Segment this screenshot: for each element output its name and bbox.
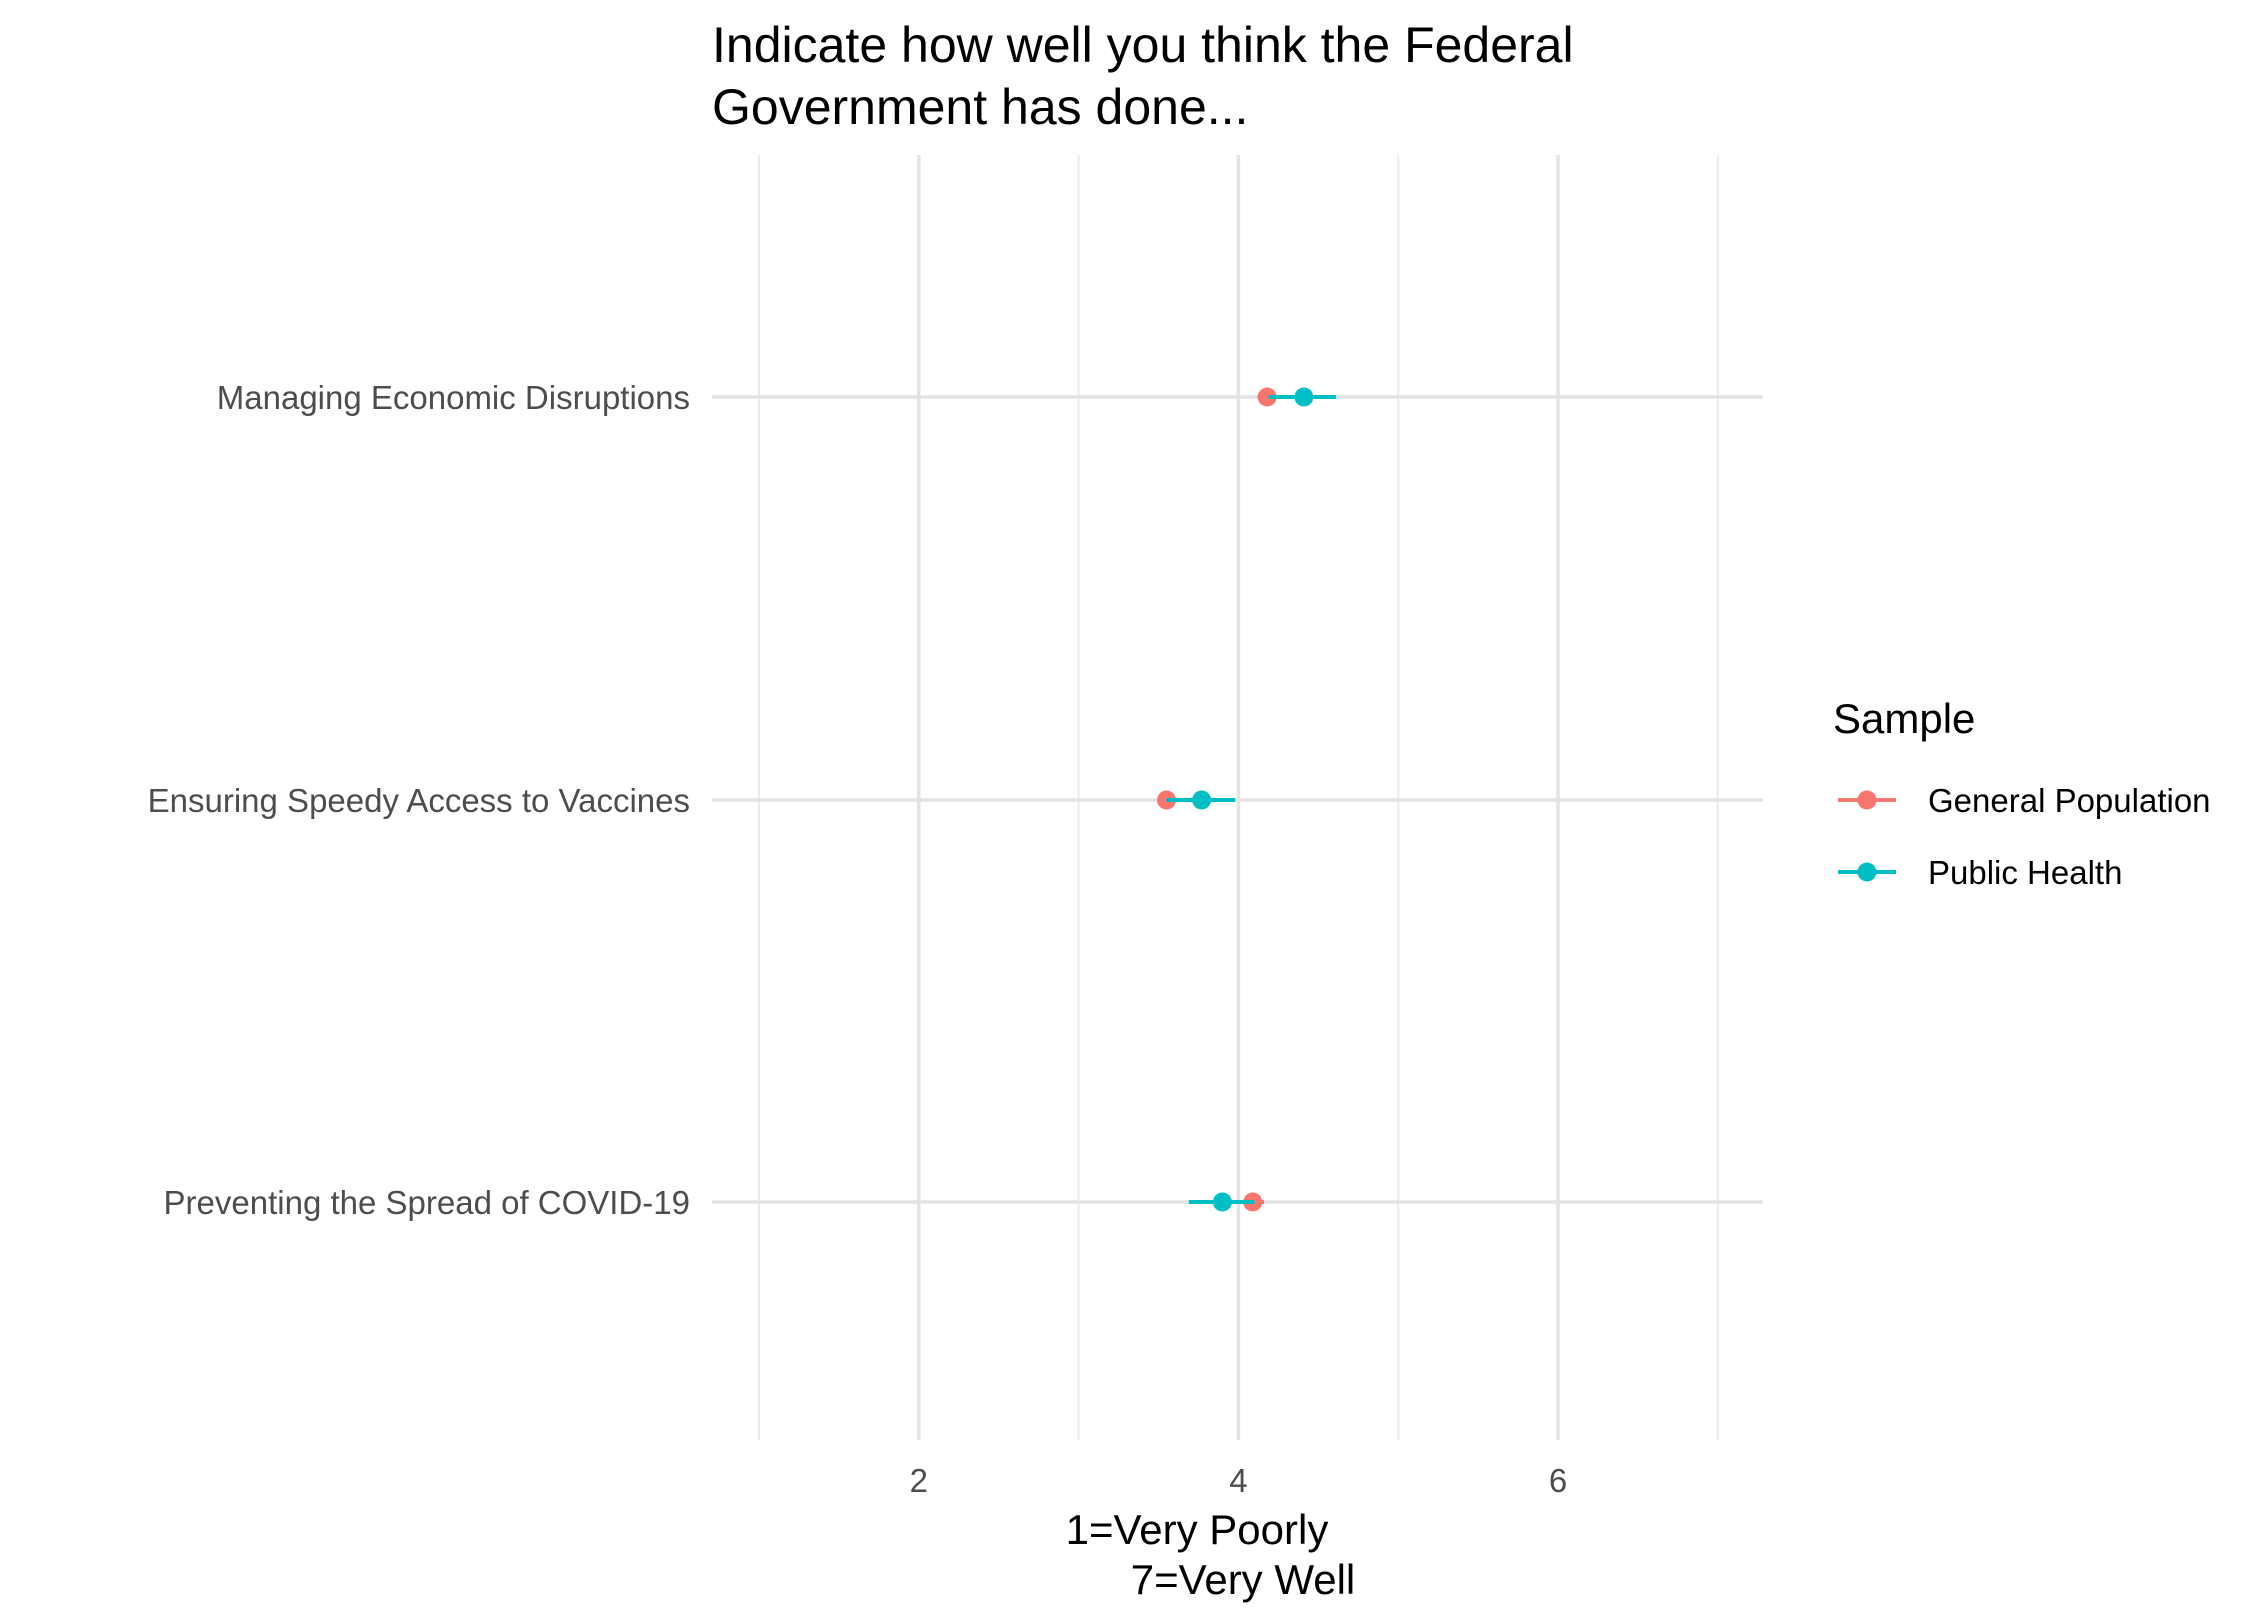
chart-title: Indicate how well you think the Federal …	[712, 17, 1574, 135]
x-axis-label-line-1: 1=Very Poorly	[1066, 1506, 1329, 1553]
legend: Sample General Population Public Health	[1833, 695, 2211, 891]
data-point	[1212, 1192, 1232, 1212]
chart-title-line-1: Indicate how well you think the Federal	[712, 17, 1574, 73]
x-axis-label: 1=Very Poorly 7=Very Well	[1066, 1506, 1356, 1603]
y-tick-label-2: Preventing the Spread of COVID-19	[164, 1184, 690, 1221]
x-tick-label-2: 6	[1549, 1462, 1567, 1499]
data-point	[1192, 790, 1212, 810]
y-axis-tick-labels: Managing Economic Disruptions Ensuring Sp…	[148, 379, 690, 1221]
legend-item-general-population: General Population	[1838, 782, 2211, 819]
data-point	[1257, 387, 1277, 407]
data-point	[1294, 387, 1314, 407]
legend-title: Sample	[1833, 695, 1975, 742]
chart-title-line-2: Government has done...	[712, 79, 1248, 135]
y-tick-label-1: Ensuring Speedy Access to Vaccines	[148, 782, 690, 819]
legend-key-point	[1857, 862, 1877, 882]
series-public-health	[1166, 387, 1336, 1212]
x-tick-label-0: 2	[910, 1462, 928, 1499]
x-axis-label-line-2: 7=Very Well	[1131, 1556, 1356, 1603]
legend-key-point	[1857, 790, 1877, 810]
gridlines	[712, 155, 1763, 1440]
plot-marks	[1156, 387, 1336, 1212]
legend-label: General Population	[1928, 782, 2211, 819]
legend-item-public-health: Public Health	[1838, 854, 2122, 891]
x-axis-tick-labels: 2 4 6	[910, 1462, 1568, 1499]
x-tick-label-1: 4	[1229, 1462, 1247, 1499]
y-tick-label-0: Managing Economic Disruptions	[217, 379, 690, 416]
legend-label: Public Health	[1928, 854, 2122, 891]
